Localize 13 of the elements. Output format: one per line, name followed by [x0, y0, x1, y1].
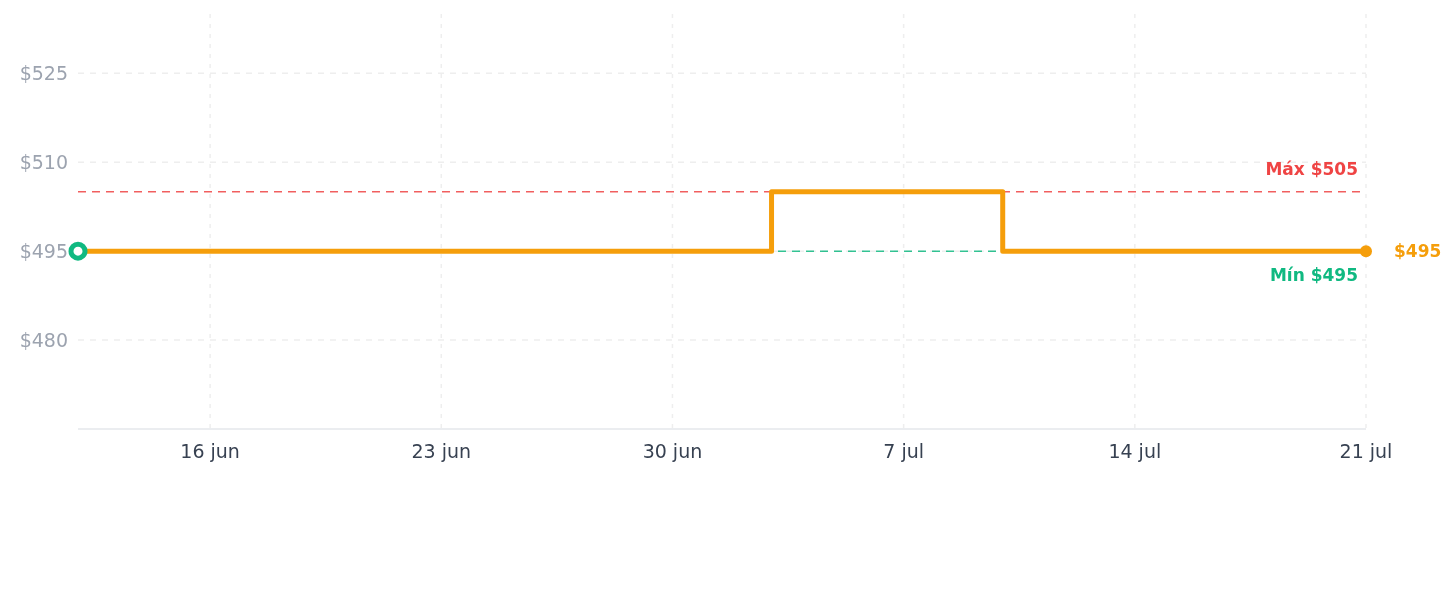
- x-tick-label: 14 jul: [1108, 440, 1162, 462]
- y-tick-label: $510: [19, 151, 68, 174]
- ref-line-label: Máx $505: [1265, 158, 1358, 179]
- x-tick-label: 7 jul: [883, 440, 925, 462]
- x-tick-label: 21 jul: [1339, 440, 1393, 462]
- x-tick-label: 16 jun: [180, 440, 240, 462]
- y-tick-label: $480: [19, 329, 68, 352]
- x-tick-label: 23 jun: [411, 440, 472, 462]
- ref-line-label: Mín $495: [1269, 265, 1358, 286]
- x-tick-label: 30 jun: [642, 440, 703, 462]
- y-tick-label: $525: [19, 62, 68, 85]
- y-tick-label: $495: [19, 240, 68, 263]
- annotation: $495: [1394, 241, 1442, 262]
